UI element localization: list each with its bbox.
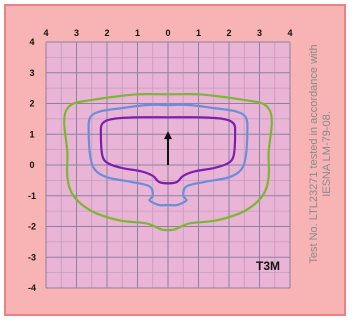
x-tick-label: 0 — [165, 28, 170, 38]
contour-curves — [63, 92, 273, 232]
y-tick-label: 0 — [29, 160, 34, 170]
y-tick-label: 2 — [29, 99, 34, 109]
x-tick-label: 3 — [257, 28, 262, 38]
contour-curve-1 — [63, 92, 273, 232]
photometric-code-label: T3M — [256, 259, 280, 273]
x-tick-label: 1 — [196, 28, 201, 38]
y-tick-label: -1 — [28, 191, 36, 201]
test-note-line-1: Test No. LTL23271 tested in accordance w… — [308, 44, 320, 263]
x-tick-labels: 4 3 2 1 0 1 2 3 4 — [43, 28, 292, 38]
direction-arrow — [164, 131, 172, 165]
contour-curve-3 — [99, 116, 237, 185]
y-tick-label: 4 — [29, 37, 34, 47]
x-tick-label: 2 — [104, 28, 109, 38]
y-tick-label: -2 — [28, 222, 36, 232]
contour-curve-2 — [87, 103, 249, 207]
y-tick-labels: 4 3 2 1 0 -1 -2 -3 -4 — [28, 37, 36, 293]
x-tick-label: 3 — [74, 28, 79, 38]
x-tick-label: 4 — [287, 28, 292, 38]
x-tick-label: 2 — [226, 28, 231, 38]
x-tick-label: 1 — [135, 28, 140, 38]
y-tick-label: 3 — [29, 68, 34, 78]
y-tick-label: 1 — [29, 129, 34, 139]
arrow-head-icon — [164, 131, 172, 140]
x-tick-label: 4 — [43, 28, 48, 38]
y-tick-label: -4 — [28, 283, 36, 293]
y-tick-label: -3 — [28, 252, 36, 262]
test-note-line-2: IESNA LM-79-08. — [321, 111, 333, 197]
